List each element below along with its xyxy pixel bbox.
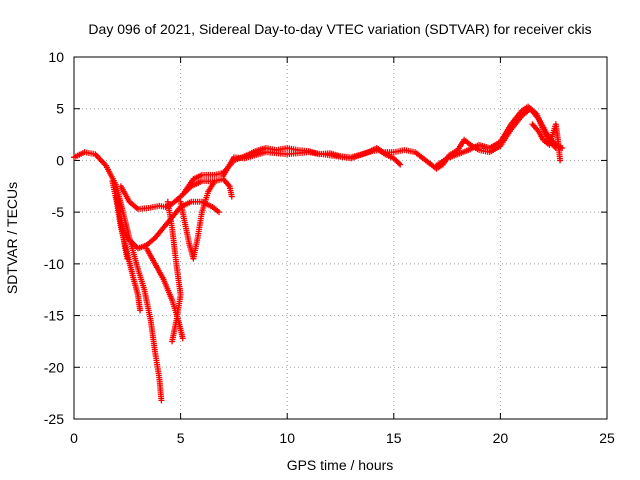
y-tick-label: 0 xyxy=(56,152,64,168)
data-point xyxy=(557,157,564,164)
y-tick-label: -5 xyxy=(52,204,65,220)
y-axis-label: SDTVAR / TECUs xyxy=(4,182,20,294)
grid-lines xyxy=(74,57,607,419)
data-point xyxy=(179,335,186,342)
x-tick-label: 20 xyxy=(493,430,509,446)
series-arc-1 xyxy=(71,149,165,404)
x-tick-label: 25 xyxy=(599,430,615,446)
y-tick-label: -25 xyxy=(44,411,64,427)
y-tick-label: -15 xyxy=(44,308,64,324)
plot-frame xyxy=(73,56,608,420)
data-point xyxy=(124,255,131,262)
data-point xyxy=(169,338,176,345)
axis-ticks xyxy=(73,56,608,420)
series-arc-7 xyxy=(164,198,184,345)
x-tick-label: 0 xyxy=(70,430,78,446)
data-point xyxy=(397,161,404,168)
y-tick-label: 5 xyxy=(56,101,64,117)
data-point xyxy=(395,160,402,167)
data-marks xyxy=(71,103,566,404)
x-tick-labels: 0 5 10 15 20 25 xyxy=(70,430,615,446)
series-arc-8 xyxy=(177,176,235,262)
x-tick-label: 15 xyxy=(386,430,402,446)
x-tick-label: 10 xyxy=(279,430,295,446)
series-arc-11 xyxy=(433,103,559,169)
data-point xyxy=(228,193,235,200)
y-tick-label: -10 xyxy=(44,256,64,272)
x-axis-label: GPS time / hours xyxy=(287,457,394,473)
x-tick-label: 5 xyxy=(177,430,185,446)
y-tick-label: -20 xyxy=(44,359,64,375)
data-point xyxy=(215,209,222,216)
series-arc-12 xyxy=(529,121,564,164)
y-tick-label: 10 xyxy=(48,49,64,65)
series-arc-4 xyxy=(117,178,216,213)
data-point xyxy=(158,397,165,404)
series-arc-10 xyxy=(220,105,566,179)
y-tick-labels: -25 -20 -15 -10 -5 0 5 10 xyxy=(44,49,64,427)
data-point xyxy=(137,307,144,314)
data-point xyxy=(551,143,558,150)
chart-title: Day 096 of 2021, Sidereal Day-to-day VTE… xyxy=(88,21,591,37)
